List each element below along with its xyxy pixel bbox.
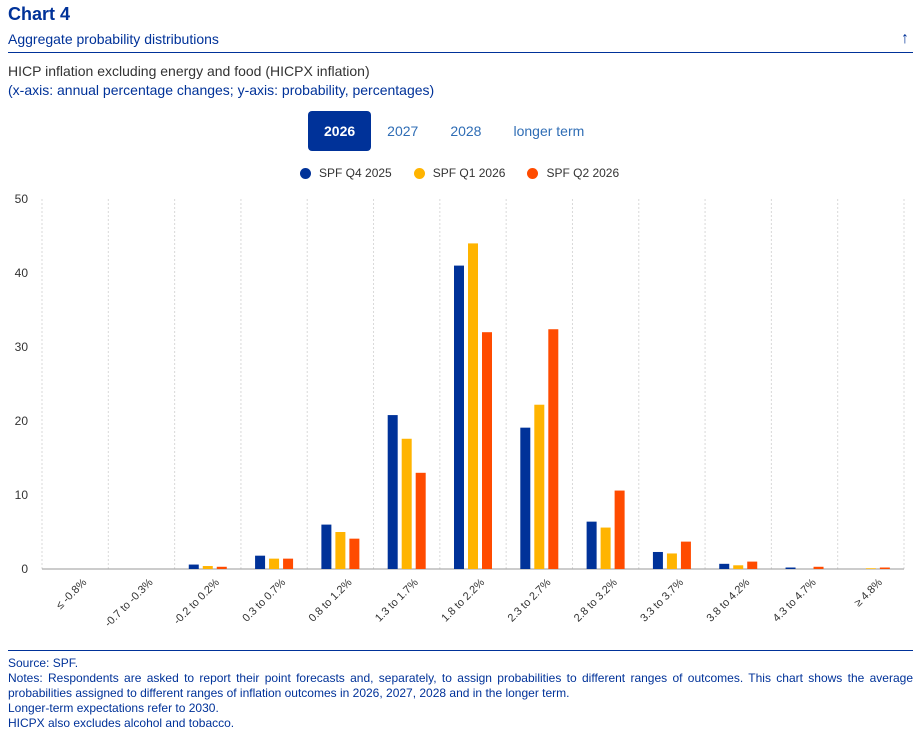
bar <box>335 532 346 569</box>
legend-label: SPF Q4 2025 <box>319 166 392 180</box>
bar <box>454 265 464 569</box>
legend-item-spf-q1-2026[interactable]: SPF Q1 2026 <box>413 166 506 180</box>
bar <box>468 243 478 569</box>
bar <box>652 551 663 569</box>
bar-chart: 0 10 20 30 40 50 ≤ -0.8% -0.7 to -0.3% -0.2 to 0… <box>15 192 905 630</box>
note-longer-term: Longer-term expectations refer to 2030. <box>8 701 219 715</box>
bar <box>202 566 213 569</box>
bar <box>482 332 492 569</box>
x-tick-label: 2.8 to 3.2% <box>572 576 620 624</box>
tab-2028[interactable]: 2028 <box>450 123 482 139</box>
x-tick-label: ≥ 4.8% <box>852 576 885 609</box>
bar <box>733 565 744 569</box>
bar <box>813 566 824 569</box>
x-tick-label: 4.3 to 4.7% <box>771 576 819 624</box>
x-tick-label: 3.3 to 3.7% <box>638 576 686 624</box>
y-tick-label: 50 <box>15 192 29 206</box>
legend-label: SPF Q2 2026 <box>546 166 620 180</box>
x-tick-label: 0.8 to 1.2% <box>307 576 355 624</box>
bar <box>387 415 398 569</box>
x-tick-label: 0.3 to 0.7% <box>240 576 288 624</box>
axis-description: (x-axis: annual percentage changes; y-ax… <box>8 82 435 98</box>
tab-longer-term[interactable]: longer term <box>513 123 585 139</box>
bar <box>719 563 730 569</box>
x-tick-label: ≤ -0.8% <box>54 576 89 611</box>
bar <box>534 404 545 569</box>
chart-legend: SPF Q4 2025 SPF Q1 2026 SPF Q2 2026 <box>300 166 641 180</box>
x-tick-label: -0.7 to -0.3% <box>103 576 156 629</box>
notes-text: Notes: Respondents are asked to report t… <box>8 671 913 700</box>
x-tick-label: 1.3 to 1.7% <box>373 576 421 624</box>
bar <box>747 561 758 569</box>
year-tabs: 2026 2027 2028 longer term <box>308 111 600 151</box>
bar <box>614 490 625 569</box>
bar <box>520 427 531 569</box>
bar <box>680 541 691 569</box>
y-tick-label: 0 <box>21 562 28 576</box>
legend-label: SPF Q1 2026 <box>432 166 506 180</box>
y-tick-label: 40 <box>15 266 29 280</box>
bar <box>548 329 559 569</box>
legend-item-spf-q2-2026[interactable]: SPF Q2 2026 <box>527 166 619 180</box>
x-tick-label: 1.8 to 2.2% <box>439 576 487 624</box>
bar <box>785 567 796 569</box>
x-tick-label: 3.8 to 4.2% <box>705 576 753 624</box>
chart-header: Chart 4 Aggregate probability distributi… <box>8 2 913 53</box>
arrow-up-icon[interactable]: ↑ <box>901 30 909 47</box>
bar <box>415 472 426 569</box>
legend-marker <box>413 167 425 179</box>
chart-subtitle: HICP inflation excluding energy and food… <box>8 63 370 79</box>
bar <box>321 524 332 569</box>
x-tick-label: 2.3 to 2.7% <box>506 576 554 624</box>
x-tick-label: -0.2 to 0.2% <box>171 576 222 627</box>
bar <box>283 558 294 569</box>
tab-2026[interactable]: 2026 <box>308 111 372 151</box>
bar <box>269 558 280 569</box>
bar <box>349 538 360 569</box>
note-hicpx: HICPX also excludes alcohol and tobacco. <box>8 716 235 730</box>
bar <box>879 567 890 569</box>
bar <box>255 555 266 569</box>
chart-number: Chart 4 <box>8 4 71 24</box>
bar <box>865 568 876 569</box>
legend-marker <box>300 167 311 179</box>
bar <box>216 566 227 569</box>
title-row: Aggregate probability distributions ↑ <box>8 26 913 53</box>
chart-footer: Source: SPF. Notes: Respondents are aske… <box>8 650 913 731</box>
chart-title: Aggregate probability distributions <box>8 31 219 47</box>
legend-marker <box>527 167 539 179</box>
bar <box>600 527 611 569</box>
y-tick-label: 20 <box>15 414 29 428</box>
y-tick-label: 10 <box>15 488 29 502</box>
legend-item-spf-q4-2025[interactable]: SPF Q4 2025 <box>300 166 392 180</box>
y-tick-label: 30 <box>15 340 29 354</box>
bar <box>586 521 597 569</box>
bar <box>666 553 677 569</box>
tab-2027[interactable]: 2027 <box>387 123 419 139</box>
source-text: Source: SPF. <box>8 656 79 670</box>
bar <box>401 438 412 569</box>
bar <box>188 564 199 569</box>
